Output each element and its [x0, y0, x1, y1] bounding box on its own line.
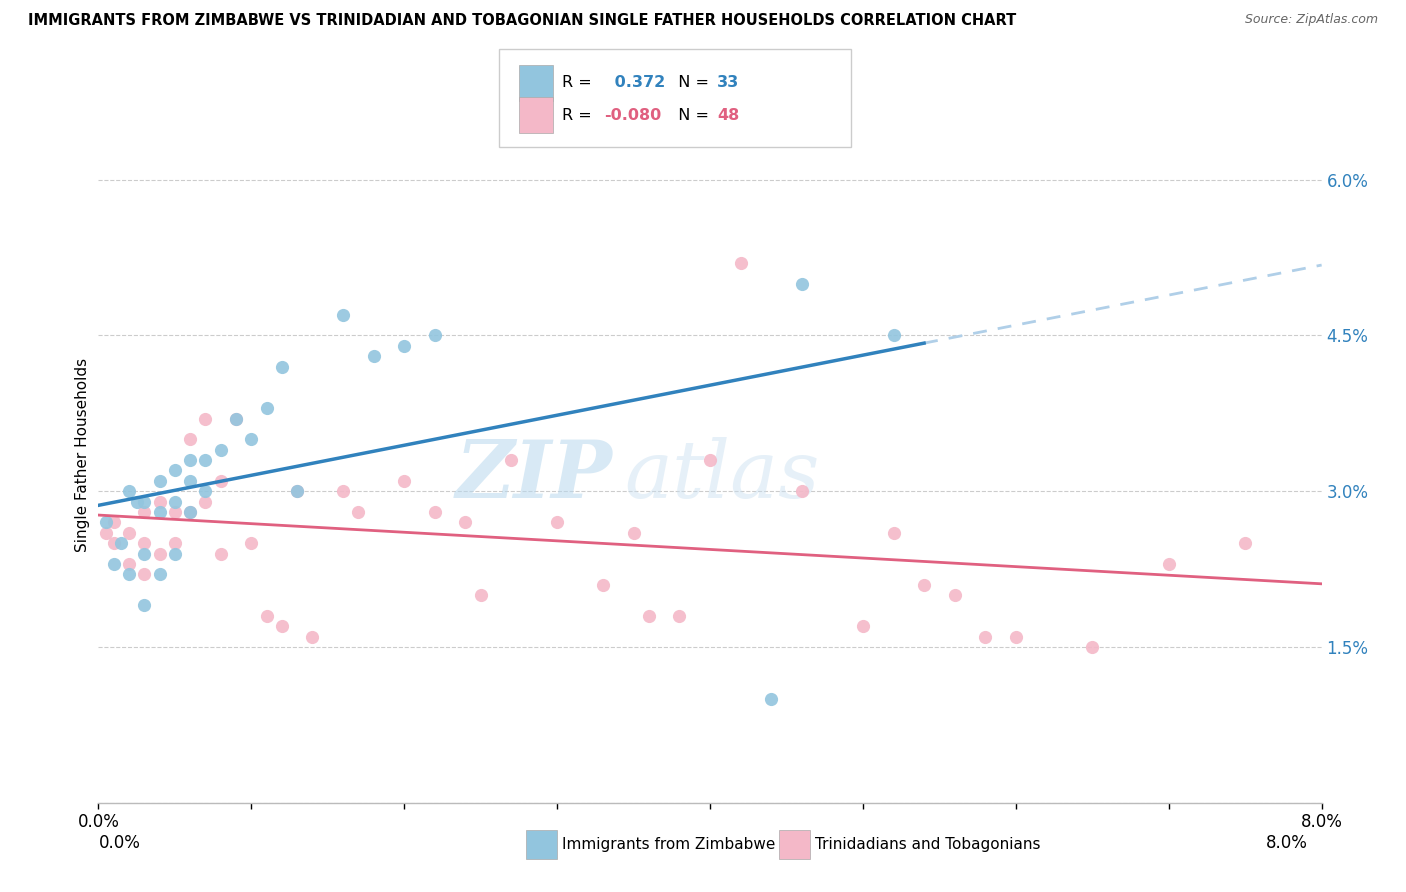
Point — [118, 525, 141, 540]
Text: N =: N = — [668, 108, 714, 122]
Point — [149, 474, 172, 488]
Point — [730, 256, 752, 270]
Text: Immigrants from Zimbabwe: Immigrants from Zimbabwe — [562, 838, 776, 852]
Point — [1157, 557, 1180, 571]
Point — [392, 339, 416, 353]
Point — [103, 516, 125, 530]
Point — [94, 516, 117, 530]
Point — [134, 505, 156, 519]
Point — [149, 547, 172, 561]
Point — [1004, 630, 1026, 644]
Point — [209, 474, 232, 488]
Point — [209, 442, 232, 457]
Point — [118, 557, 141, 571]
Point — [256, 401, 278, 416]
Point — [163, 536, 186, 550]
Point — [668, 608, 690, 623]
Point — [149, 505, 172, 519]
Point — [301, 630, 323, 644]
Point — [332, 484, 354, 499]
Point — [592, 578, 614, 592]
Point — [194, 453, 217, 467]
Point — [943, 588, 966, 602]
Point — [225, 411, 247, 425]
Point — [240, 536, 263, 550]
Point — [883, 328, 905, 343]
Point — [134, 494, 156, 508]
Point — [759, 692, 782, 706]
Point — [179, 453, 201, 467]
Point — [134, 567, 156, 582]
Point — [209, 547, 232, 561]
Text: atlas: atlas — [624, 437, 820, 515]
Point — [423, 505, 446, 519]
Point — [852, 619, 875, 633]
Text: 0.372: 0.372 — [609, 76, 665, 90]
Text: 33: 33 — [717, 76, 740, 90]
Point — [163, 505, 186, 519]
Point — [392, 474, 416, 488]
Text: -0.080: -0.080 — [605, 108, 662, 122]
Point — [470, 588, 492, 602]
Point — [285, 484, 308, 499]
Point — [1234, 536, 1257, 550]
Point — [912, 578, 935, 592]
Point — [1081, 640, 1104, 654]
Text: R =: R = — [562, 76, 598, 90]
Point — [194, 484, 217, 499]
Point — [103, 536, 125, 550]
Point — [179, 433, 201, 447]
Point — [194, 494, 217, 508]
Point — [699, 453, 721, 467]
Text: N =: N = — [668, 76, 714, 90]
Text: Source: ZipAtlas.com: Source: ZipAtlas.com — [1244, 13, 1378, 27]
Point — [179, 505, 201, 519]
Text: ZIP: ZIP — [456, 437, 612, 515]
Point — [256, 608, 278, 623]
Point — [790, 277, 813, 291]
Point — [225, 411, 247, 425]
Point — [194, 411, 217, 425]
Point — [125, 494, 148, 508]
Point — [623, 525, 645, 540]
Point — [118, 484, 141, 499]
Point — [240, 433, 263, 447]
Point — [347, 505, 370, 519]
Point — [332, 308, 354, 322]
Point — [163, 463, 186, 477]
Point — [110, 536, 132, 550]
Point — [179, 474, 201, 488]
Point — [134, 599, 156, 613]
Text: 48: 48 — [717, 108, 740, 122]
Text: 8.0%: 8.0% — [1265, 834, 1308, 852]
Point — [270, 359, 294, 374]
Point — [454, 516, 477, 530]
Point — [163, 547, 186, 561]
Point — [149, 494, 172, 508]
Point — [163, 494, 186, 508]
Point — [883, 525, 905, 540]
Point — [363, 349, 385, 363]
Text: R =: R = — [562, 108, 598, 122]
Text: 0.0%: 0.0% — [98, 834, 141, 852]
Point — [103, 557, 125, 571]
Point — [501, 453, 523, 467]
Point — [637, 608, 661, 623]
Text: IMMIGRANTS FROM ZIMBABWE VS TRINIDADIAN AND TOBAGONIAN SINGLE FATHER HOUSEHOLDS : IMMIGRANTS FROM ZIMBABWE VS TRINIDADIAN … — [28, 13, 1017, 29]
Point — [546, 516, 568, 530]
Text: Trinidadians and Tobagonians: Trinidadians and Tobagonians — [815, 838, 1040, 852]
Point — [974, 630, 997, 644]
Point — [270, 619, 294, 633]
Point — [134, 547, 156, 561]
Y-axis label: Single Father Households: Single Father Households — [75, 358, 90, 552]
Point — [285, 484, 308, 499]
Point — [94, 525, 117, 540]
Point — [423, 328, 446, 343]
Point — [790, 484, 813, 499]
Point — [149, 567, 172, 582]
Point — [179, 505, 201, 519]
Point — [134, 536, 156, 550]
Point — [118, 567, 141, 582]
